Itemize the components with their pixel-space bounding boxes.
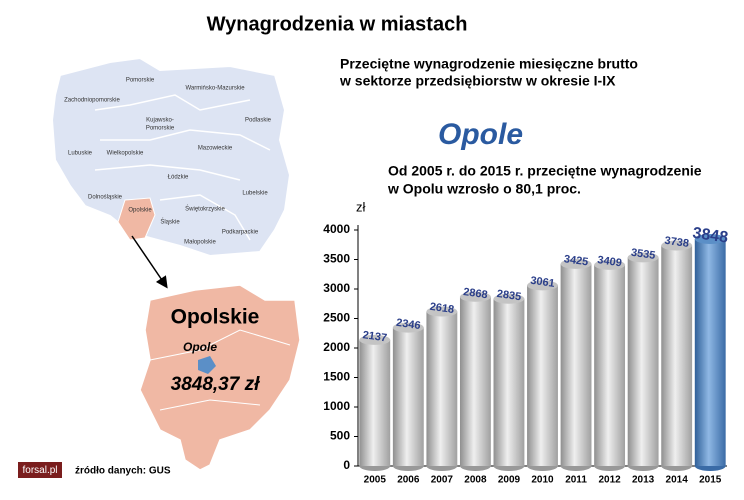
y-tick-label: 500 (330, 429, 350, 443)
bar (493, 298, 525, 466)
bar (359, 339, 391, 466)
x-tick-label: 2008 (464, 475, 487, 486)
y-tick-label: 1000 (323, 399, 350, 413)
map-label: Łódzkie (168, 175, 189, 181)
value-label: 2835 (496, 288, 522, 303)
city-name: Opole (183, 340, 217, 354)
subtitle: w sektorze przedsiębiorstw w okresie I-I… (339, 73, 616, 89)
bar (694, 238, 726, 466)
y-tick-label: 0 (343, 458, 350, 472)
value-label: 3061 (530, 275, 556, 290)
x-tick-label: 2011 (565, 475, 587, 486)
value-label: 3848 (691, 225, 729, 247)
x-tick-label: 2009 (498, 475, 521, 486)
x-tick-label: 2007 (431, 475, 454, 486)
map-label: Warmińsko-Mazurskie (185, 86, 245, 92)
value-label: 2868 (462, 286, 488, 301)
bar-top (493, 293, 525, 304)
x-tick-label: 2012 (598, 475, 621, 486)
bar-top (560, 258, 592, 269)
bar-top (392, 322, 424, 333)
x-tick-label: 2010 (531, 475, 554, 486)
value-label: 3425 (563, 253, 589, 268)
x-tick-label: 2013 (632, 475, 655, 486)
x-tick-label: 2014 (666, 475, 689, 486)
map-label: Podkarpackie (222, 230, 259, 236)
annotation: Od 2005 r. do 2015 r. przeciętne wynagro… (388, 163, 702, 179)
opolskie-small (117, 197, 156, 241)
poland-map (50, 56, 292, 258)
salary: 3848,37 zł (171, 374, 260, 395)
value-label: 2618 (429, 301, 455, 316)
map: Pomorskie Warmińsko-Mazurskie Zachodniopom… (50, 56, 301, 471)
y-tick-label: 3000 (323, 281, 350, 295)
bar-top (627, 252, 659, 263)
x-tick-label: 2006 (397, 475, 420, 486)
map-label: Opolskie (128, 208, 152, 214)
map-label: Dolnośląskie (88, 195, 123, 201)
map-label: Podlaskie (245, 118, 272, 124)
map-label: Mazowieckie (198, 146, 233, 152)
value-label: 3738 (664, 235, 690, 250)
y-tick-label: 2000 (323, 340, 350, 354)
bar-top (527, 280, 558, 291)
value-label: 3409 (597, 254, 623, 269)
bar (627, 257, 659, 466)
city-title: Opole (438, 118, 523, 151)
map-label: Lubuskie (68, 151, 93, 157)
bar (392, 327, 424, 466)
x-tick-label: 2015 (699, 475, 722, 486)
region-name: Opolskie (171, 306, 260, 329)
bar-top (426, 306, 458, 317)
logo-box (18, 462, 62, 478)
y-tick-label: 4000 (323, 222, 350, 236)
map-label: Zachodniopomorskie (64, 98, 120, 104)
bar (527, 285, 558, 466)
bar (459, 296, 491, 466)
y-tick-label: 3500 (323, 252, 350, 266)
bar-top (459, 291, 491, 302)
value-label: 2137 (362, 329, 388, 344)
map-label: Małopolskie (184, 240, 216, 246)
value-label: 3535 (630, 247, 656, 262)
x-tick-label: 2005 (364, 475, 387, 486)
map-label: Śląskie (160, 218, 180, 226)
bar-top (661, 240, 693, 251)
source: źródło danych: GUS (75, 466, 171, 477)
opolskie-large (139, 284, 301, 471)
map-label: Pomorskie (126, 78, 155, 84)
annotation: w Opolu wzrosło o 80,1 proc. (387, 181, 581, 197)
bar (560, 263, 592, 466)
bar (594, 264, 626, 466)
map-label: Pomorskie (146, 126, 175, 132)
bar-top (594, 259, 626, 270)
map-label: Kujawsko- (146, 118, 174, 124)
map-label: Wielkopolskie (107, 151, 144, 157)
chart-title: Wynagrodzenia w miastach (207, 13, 468, 35)
y-unit: zł (356, 199, 366, 214)
map-label: Lubelskie (242, 191, 268, 197)
bar (661, 245, 693, 466)
y-tick-label: 1500 (323, 370, 350, 384)
logo: forsal.pl (22, 465, 57, 476)
map-label: Świętokrzyskie (185, 205, 225, 213)
bar-top (359, 334, 391, 345)
subtitle: Przeciętne wynagrodzenie miesięczne brut… (340, 56, 638, 72)
value-label: 2346 (395, 317, 421, 332)
bar (426, 311, 458, 466)
y-tick-label: 2500 (323, 311, 350, 325)
bar-top (694, 233, 726, 244)
